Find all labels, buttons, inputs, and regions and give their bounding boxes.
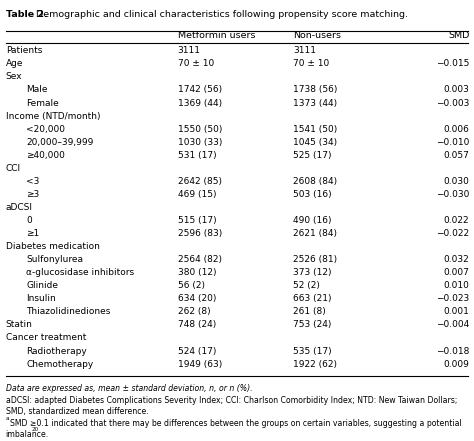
Text: 1922 (62): 1922 (62)	[293, 359, 337, 369]
Text: aDCSI: adapted Diabetes Complications Severity Index; CCI: Charlson Comorbidity : aDCSI: adapted Diabetes Complications Se…	[6, 396, 457, 404]
Text: 1369 (44): 1369 (44)	[178, 98, 222, 108]
Text: 490 (16): 490 (16)	[293, 216, 331, 225]
Text: Demographic and clinical characteristics following propensity score matching.: Demographic and clinical characteristics…	[33, 10, 408, 19]
Text: 3111: 3111	[178, 46, 201, 55]
Text: aDCSI: aDCSI	[6, 203, 33, 212]
Text: 2608 (84): 2608 (84)	[293, 177, 337, 186]
Text: 1742 (56): 1742 (56)	[178, 86, 222, 94]
Text: ≥3: ≥3	[26, 190, 39, 199]
Text: 1045 (34): 1045 (34)	[293, 138, 337, 147]
Text: 0.032: 0.032	[444, 255, 469, 264]
Text: 469 (15): 469 (15)	[178, 190, 216, 199]
Text: Table 2.: Table 2.	[6, 10, 47, 19]
Text: Thiazolidinediones: Thiazolidinediones	[26, 307, 110, 316]
Text: 2642 (85): 2642 (85)	[178, 177, 222, 186]
Text: 524 (17): 524 (17)	[178, 347, 216, 355]
Text: 0: 0	[26, 216, 32, 225]
Text: 1949 (63): 1949 (63)	[178, 359, 222, 369]
Text: 56 (2): 56 (2)	[178, 281, 205, 290]
Text: 535 (17): 535 (17)	[293, 347, 331, 355]
Text: 52 (2): 52 (2)	[293, 281, 320, 290]
Text: SMD: SMD	[448, 30, 469, 40]
Text: a: a	[6, 416, 9, 421]
Text: Female: Female	[26, 98, 59, 108]
Text: ≥1: ≥1	[26, 229, 39, 238]
Text: 2596 (83): 2596 (83)	[178, 229, 222, 238]
Text: ≥40,000: ≥40,000	[26, 151, 65, 160]
Text: 2564 (82): 2564 (82)	[178, 255, 222, 264]
Text: 2526 (81): 2526 (81)	[293, 255, 337, 264]
Text: Income (NTD/month): Income (NTD/month)	[6, 112, 100, 120]
Text: 0.006: 0.006	[443, 125, 469, 134]
Text: Non-users: Non-users	[293, 30, 341, 40]
Text: SMD ≥0.1 indicated that there may be differences between the groups on certain v: SMD ≥0.1 indicated that there may be dif…	[10, 419, 462, 427]
Text: 0.022: 0.022	[444, 216, 469, 225]
Text: 1541 (50): 1541 (50)	[293, 125, 337, 134]
Text: 0.003: 0.003	[443, 86, 469, 94]
Text: −0.030: −0.030	[436, 190, 469, 199]
Text: 753 (24): 753 (24)	[293, 321, 331, 329]
Text: Cancer treatment: Cancer treatment	[6, 333, 86, 343]
Text: 503 (16): 503 (16)	[293, 190, 331, 199]
Text: −0.018: −0.018	[436, 347, 469, 355]
Text: Sulfonylurea: Sulfonylurea	[26, 255, 83, 264]
Text: 0.007: 0.007	[443, 268, 469, 277]
Text: imbalance.: imbalance.	[6, 430, 49, 439]
Text: 663 (21): 663 (21)	[293, 294, 331, 303]
Text: −0.015: −0.015	[436, 60, 469, 68]
Text: 1030 (33): 1030 (33)	[178, 138, 222, 147]
Text: 1550 (50): 1550 (50)	[178, 125, 222, 134]
Text: 0.030: 0.030	[443, 177, 469, 186]
Text: 0.010: 0.010	[443, 281, 469, 290]
Text: 70 ± 10: 70 ± 10	[178, 60, 214, 68]
Text: Radiotherapy: Radiotherapy	[26, 347, 87, 355]
Text: 1738 (56): 1738 (56)	[293, 86, 337, 94]
Text: Sex: Sex	[6, 72, 22, 82]
Text: 262 (8): 262 (8)	[178, 307, 210, 316]
Text: Statin: Statin	[6, 321, 33, 329]
Text: 634 (20): 634 (20)	[178, 294, 216, 303]
Text: 515 (17): 515 (17)	[178, 216, 216, 225]
Text: −0.022: −0.022	[436, 229, 469, 238]
Text: Age: Age	[6, 60, 23, 68]
Text: 70 ± 10: 70 ± 10	[293, 60, 329, 68]
Text: −0.023: −0.023	[436, 294, 469, 303]
Text: −0.010: −0.010	[436, 138, 469, 147]
Text: 0.001: 0.001	[443, 307, 469, 316]
Text: 2621 (84): 2621 (84)	[293, 229, 337, 238]
Text: 525 (17): 525 (17)	[293, 151, 331, 160]
Text: 1373 (44): 1373 (44)	[293, 98, 337, 108]
Text: 3111: 3111	[293, 46, 316, 55]
Text: SMD, standardized mean difference.: SMD, standardized mean difference.	[6, 407, 148, 416]
Text: −0.003: −0.003	[436, 98, 469, 108]
Text: Metformin users: Metformin users	[178, 30, 255, 40]
Text: Patients: Patients	[6, 46, 42, 55]
Text: Insulin: Insulin	[26, 294, 56, 303]
Text: 20,000–39,999: 20,000–39,999	[26, 138, 93, 147]
Text: <3: <3	[26, 177, 39, 186]
Text: Data are expressed as, mean ± standard deviation, ⁣n⁣, or n (%).: Data are expressed as, mean ± standard d…	[6, 384, 252, 393]
Text: 0.009: 0.009	[443, 359, 469, 369]
Text: Chemotherapy: Chemotherapy	[26, 359, 93, 369]
Text: 531 (17): 531 (17)	[178, 151, 216, 160]
Text: CCI: CCI	[6, 164, 21, 173]
Text: 20: 20	[31, 427, 38, 432]
Text: Male: Male	[26, 86, 47, 94]
Text: 748 (24): 748 (24)	[178, 321, 216, 329]
Text: −0.004: −0.004	[436, 321, 469, 329]
Text: 373 (12): 373 (12)	[293, 268, 331, 277]
Text: Glinide: Glinide	[26, 281, 58, 290]
Text: 0.057: 0.057	[443, 151, 469, 160]
Text: Diabetes medication: Diabetes medication	[6, 242, 100, 251]
Text: 261 (8): 261 (8)	[293, 307, 326, 316]
Text: <20,000: <20,000	[26, 125, 65, 134]
Text: α-glucosidase inhibitors: α-glucosidase inhibitors	[26, 268, 134, 277]
Text: 380 (12): 380 (12)	[178, 268, 216, 277]
